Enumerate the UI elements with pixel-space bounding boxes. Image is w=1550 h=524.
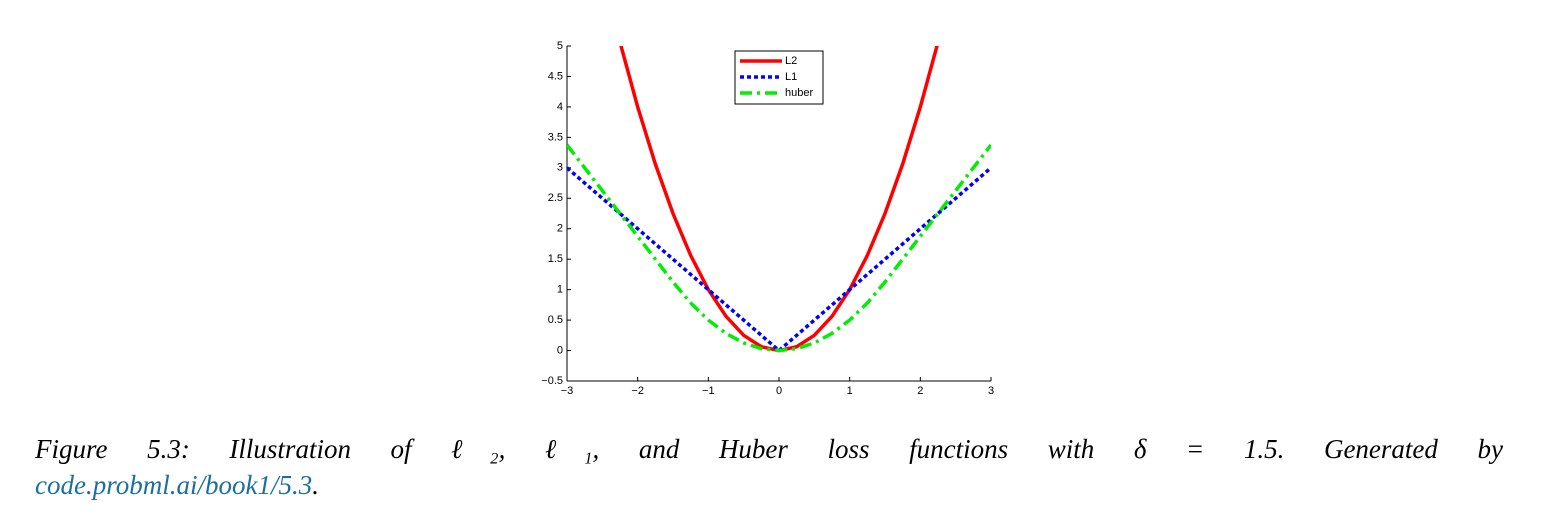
y-tick-label: 4.5: [548, 70, 563, 82]
chart: −0.5 0 0.5 1 1.5 2 2.5 3 3.5 4 4.5 5 −3 −2 −1 0 1 2 3 L2 L1 h…: [541, 40, 994, 397]
x-tick-label: −1: [702, 385, 715, 397]
x-tick-label: −2: [631, 385, 644, 397]
y-tick-label: −0.5: [541, 375, 563, 387]
caption-line: code.probml.ai/book1/5.3.: [35, 467, 1503, 503]
y-tick-label: 1.5: [548, 253, 563, 265]
plot-area: [567, 46, 991, 353]
y-tick-label: 2: [557, 223, 563, 235]
y-tick-label: 3: [557, 162, 563, 174]
series-line: [567, 166, 991, 353]
x-tick-label: 0: [776, 385, 782, 397]
y-tick-label: 2.5: [548, 192, 563, 204]
caption-end: .: [312, 470, 319, 500]
x-tick-label: 1: [847, 385, 853, 397]
series-line: [567, 143, 991, 353]
legend-label: L2: [785, 55, 797, 67]
y-tick-label: 0: [557, 344, 563, 356]
y-tick-label: 4: [557, 101, 563, 113]
y-tick-label: 5: [557, 40, 563, 52]
y-tick-label: 0.5: [548, 314, 563, 326]
caption-link[interactable]: code.probml.ai/book1/5.3: [35, 470, 313, 500]
x-tick-label: −3: [561, 385, 574, 397]
x-tick-label: 3: [988, 385, 994, 397]
caption-line: Figure 5.3: Illustration of ℓ₂, ℓ₁, and …: [35, 434, 1503, 464]
y-tick-label: 1: [557, 284, 563, 296]
legend-label: huber: [785, 87, 813, 99]
legend-label: L1: [785, 71, 797, 83]
x-tick-label: 2: [917, 385, 923, 397]
y-tick-label: 3.5: [548, 131, 563, 143]
